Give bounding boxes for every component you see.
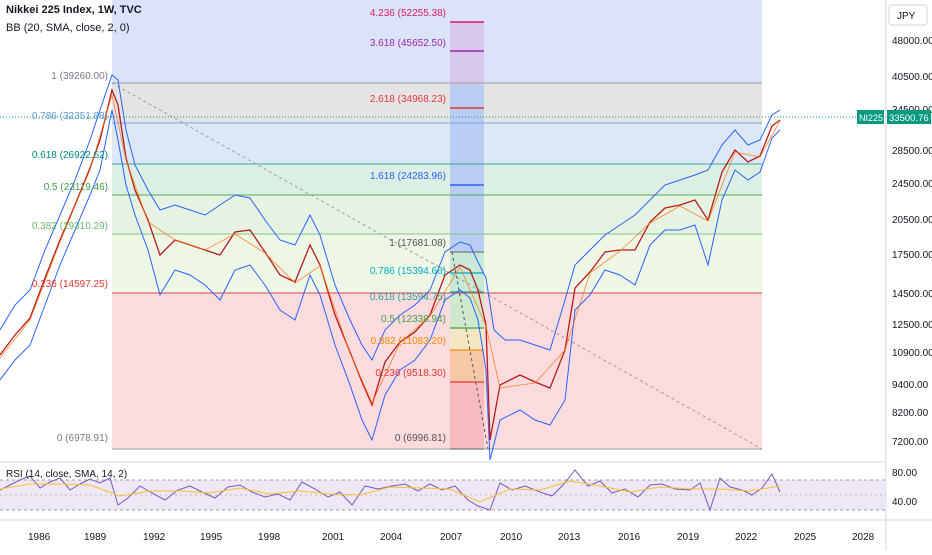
fib-label-0236: 0.236 (14597.25): [32, 279, 108, 290]
inner-label-0786: 0.786 (15394.66): [370, 266, 446, 277]
inner-zone-top: [450, 22, 484, 85]
price-tick: 40500.00: [892, 72, 932, 83]
bb-lower-band: [0, 109, 781, 461]
trend-line-main: [111, 82, 763, 450]
time-tick: 1989: [84, 532, 107, 543]
fib-labels: 1 (39260.00) 0.786 (32351.88) 0.618 (269…: [32, 8, 446, 444]
price-tick: 20500.00: [892, 215, 932, 226]
symbol-text: NI225: [859, 113, 883, 123]
time-tick: 2022: [735, 532, 758, 543]
time-tick: 1998: [258, 532, 281, 543]
rsi-pane: [0, 469, 886, 512]
price-axis[interactable]: JPY 48000.00 40500.00 34500.00 28500.00 …: [892, 11, 932, 508]
zone-0382-0236: [112, 234, 762, 293]
currency-label: JPY: [897, 11, 916, 22]
rsi-tick: 80.00: [892, 468, 917, 479]
inner-zone-green: [450, 252, 484, 292]
rsi-indicator-label[interactable]: RSI (14, close, SMA, 14, 2): [6, 469, 128, 480]
zone-05-0382: [112, 195, 762, 234]
ext-label-3618: 3.618 (45652.50): [370, 38, 446, 49]
ext-label-1618: 1.618 (24283.96): [370, 171, 446, 182]
inner-label-1: 1 (17681.08): [389, 238, 446, 249]
time-tick: 2001: [322, 532, 345, 543]
fib-label-0618: 0.618 (26922.62): [32, 150, 108, 161]
price-tick: 7200.00: [892, 437, 929, 448]
fib-lines: [0, 21, 886, 450]
inner-label-0236: 0.236 (9518.30): [375, 368, 446, 379]
time-tick: 2004: [380, 532, 403, 543]
chart-title[interactable]: Nikkei 225 Index, 1W, TVC: [6, 4, 142, 16]
time-tick: 1995: [200, 532, 223, 543]
rsi-tick: 40.00: [892, 497, 917, 508]
inner-zone-blue: [450, 85, 484, 252]
time-tick: 2007: [440, 532, 463, 543]
time-tick: 2025: [794, 532, 817, 543]
zone-1-0786: [112, 83, 762, 123]
price-tick: 12500.00: [892, 320, 932, 331]
price-line: [0, 87, 781, 441]
bb-basis: [0, 94, 781, 404]
zone-0618-05: [112, 164, 762, 195]
price-tick: 28500.00: [892, 146, 932, 157]
time-tick: 2028: [852, 532, 875, 543]
fib-label-05: 0.5 (23119.46): [44, 182, 108, 193]
inner-zone-yellow: [450, 328, 484, 350]
time-tick: 1986: [28, 532, 51, 543]
symbol-tag: [857, 110, 884, 124]
fib-zones: [112, 0, 762, 449]
time-tick: 2019: [677, 532, 700, 543]
price-tick: 10900.00: [892, 348, 932, 359]
time-tick: 2013: [558, 532, 581, 543]
price-series: [0, 74, 781, 461]
time-tick: 2016: [618, 532, 641, 543]
price-tick: 9400.00: [892, 380, 929, 391]
bb-indicator-label[interactable]: BB (20, SMA, close, 2, 0): [6, 22, 130, 34]
inner-zone-orange: [450, 350, 484, 382]
bb-upper-band: [0, 74, 781, 362]
time-tick: 1992: [143, 532, 166, 543]
price-tick: 48000.00: [892, 36, 932, 47]
rsi-band: [0, 480, 886, 510]
time-axis[interactable]: 1986 1989 1992 1995 1998 2001 2004 2007 …: [28, 532, 875, 543]
zone-extension-blue: [112, 0, 762, 83]
price-text: 33500.76: [889, 113, 929, 124]
ext-label-4236: 4.236 (52255.38): [370, 8, 446, 19]
inner-zone-red: [450, 382, 484, 449]
last-price-badge: NI225 33500.76: [857, 110, 931, 124]
fib-label-0786: 0.786 (32351.88): [32, 111, 108, 122]
zone-0236-0: [112, 293, 762, 449]
ext-label-2618: 2.618 (34968.23): [370, 94, 446, 105]
inner-label-0: 0 (6996.81): [395, 433, 446, 444]
time-tick: 2010: [500, 532, 523, 543]
fib-label-0382: 0.382 (19310.29): [32, 221, 108, 232]
price-tick: 8200.00: [892, 408, 929, 419]
price-tick: 14500.00: [892, 289, 932, 300]
price-tick: 17500.00: [892, 250, 932, 261]
price-tick: 24500.00: [892, 179, 932, 190]
inner-label-0618: 0.618 (13594.75): [370, 292, 446, 303]
inner-label-0382: 0.382 (11083.20): [371, 336, 446, 347]
price-tag: [887, 110, 931, 124]
fib-label-0: 0 (6978.91): [57, 433, 108, 444]
rsi-ma-line: [0, 480, 781, 503]
inner-label-05: 0.5 (12338.94): [381, 314, 446, 325]
fib-label-1: 1 (39260.00): [51, 71, 108, 82]
rsi-line: [0, 469, 781, 512]
zone-0786-0618: [112, 123, 762, 164]
currency-button[interactable]: [888, 4, 928, 26]
